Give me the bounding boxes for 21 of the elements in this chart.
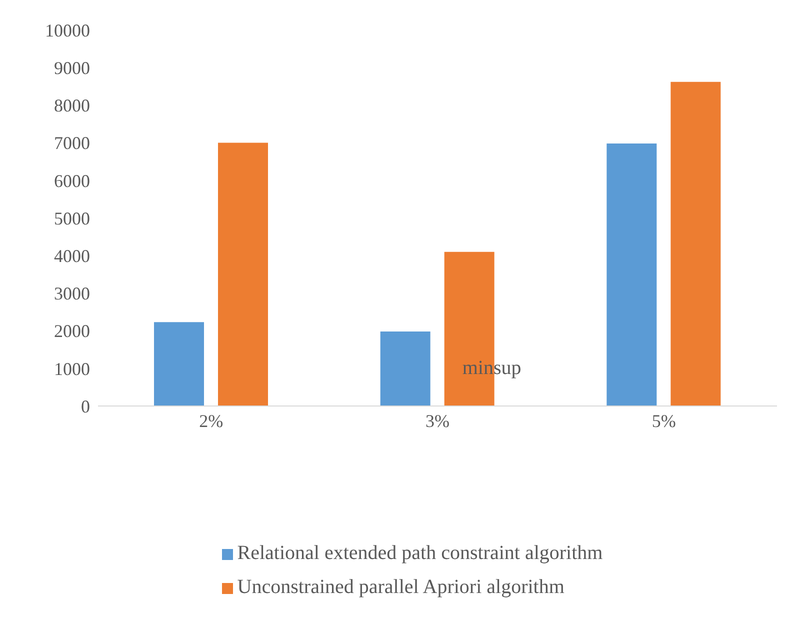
y-tick-label: 8000 [54, 96, 90, 116]
y-tick-label: 5000 [54, 208, 90, 228]
legend-label: Relational extended path constraint algorithm [237, 542, 603, 564]
bar [218, 142, 268, 406]
y-tick-label: 10000 [45, 20, 90, 40]
x-tick-label: 5% [652, 410, 676, 431]
bar [154, 322, 204, 406]
bar [380, 332, 430, 406]
y-tick-label: 1000 [54, 358, 90, 379]
x-tick-label: 2% [199, 410, 224, 431]
y-tick-label: 4000 [54, 246, 90, 266]
y-tick-label: 2000 [54, 321, 90, 342]
y-tick-label: 6000 [54, 170, 90, 191]
y-tick-label: 7000 [54, 133, 90, 154]
legend-label: Unconstrained parallel Apriori algorithm [237, 576, 564, 598]
x-tick-label: 3% [426, 410, 450, 431]
y-tick-label: 0 [81, 396, 90, 416]
y-tick-label: 3000 [54, 284, 90, 304]
bar [606, 144, 657, 406]
y-tick-label: 9000 [54, 58, 90, 78]
bar [670, 82, 721, 406]
